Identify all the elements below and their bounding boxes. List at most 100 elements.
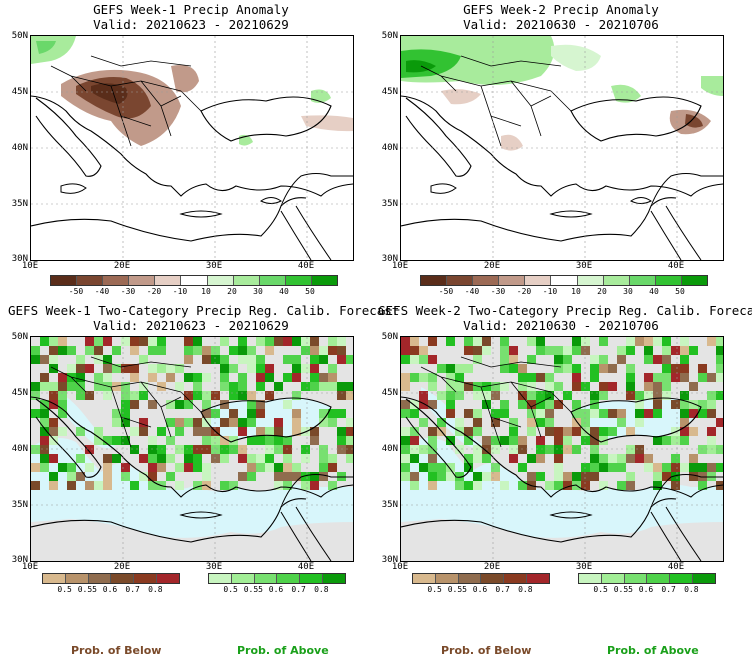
probability-cell [238, 454, 247, 463]
prob-below-colorbar [42, 573, 180, 584]
probability-cell [247, 472, 256, 481]
probability-cell [572, 445, 581, 454]
probability-cell [265, 445, 274, 454]
crete-outline [179, 210, 223, 218]
probability-cell [662, 382, 671, 391]
probability-cell [572, 373, 581, 382]
probability-cell [599, 391, 608, 400]
probability-cell [211, 355, 220, 364]
colorbar-swatch [601, 574, 625, 583]
probability-cell [40, 445, 49, 454]
probability-cell [67, 472, 76, 481]
probability-cell [473, 481, 482, 490]
probability-cell [428, 382, 437, 391]
probability-cell [148, 454, 157, 463]
coastline [31, 396, 353, 498]
lat-label: 45N [381, 388, 398, 398]
probability-cell [184, 418, 193, 427]
probability-cell [49, 337, 58, 346]
colorbar-swatch [103, 276, 130, 285]
lat-lon-grid [31, 337, 353, 561]
probability-cell [680, 463, 689, 472]
probability-cell [283, 445, 292, 454]
probability-cell [545, 418, 554, 427]
probability-cell [328, 364, 337, 373]
colorbar-tick-label: 0.5 [427, 585, 442, 594]
probability-cell [464, 463, 473, 472]
coastline [31, 95, 353, 197]
probability-cell [274, 427, 283, 436]
probability-cell [662, 436, 671, 445]
probability-cell [40, 409, 49, 418]
probability-cell [653, 391, 662, 400]
probability-cell [419, 418, 428, 427]
colorbar-swatch [481, 574, 505, 583]
probability-cell [644, 382, 653, 391]
probability-cell [707, 391, 716, 400]
probability-cell [536, 445, 545, 454]
probability-cell [482, 391, 491, 400]
probability-cell [500, 346, 509, 355]
probability-cell [67, 364, 76, 373]
lon-label: 10E [21, 261, 39, 271]
probability-cell [256, 427, 265, 436]
map-week2-probability [400, 336, 724, 562]
probability-cell [545, 391, 554, 400]
probability-cell [238, 355, 247, 364]
colorbar-swatch [323, 574, 345, 583]
probability-cell [662, 463, 671, 472]
colorbar-tick-label: 0.6 [268, 585, 284, 594]
probability-cell [148, 346, 157, 355]
probability-cell [644, 373, 653, 382]
probability-cell [716, 463, 723, 472]
colorbar-swatch [88, 574, 112, 583]
probability-cell [437, 364, 446, 373]
probability-cell [446, 391, 455, 400]
probability-cell [509, 454, 518, 463]
probability-cell [446, 364, 455, 373]
probability-cell [121, 409, 130, 418]
probability-cell [716, 355, 723, 364]
lon-label: 10E [391, 562, 409, 572]
probability-cell [202, 463, 211, 472]
cyprus-outline [260, 197, 282, 204]
probability-cell [265, 454, 274, 463]
colorbar-tick-label: 20 [597, 287, 607, 296]
lon-label: 40E [667, 562, 685, 572]
probability-cell [193, 337, 202, 346]
probability-cell [455, 373, 464, 382]
probability-cell [346, 454, 353, 463]
country-borders [50, 55, 202, 147]
probability-cell [554, 436, 563, 445]
probability-cell [563, 364, 572, 373]
probability-cell [419, 346, 428, 355]
probability-cell [509, 355, 518, 364]
probability-cell [148, 445, 157, 454]
probability-cell [67, 463, 76, 472]
colorbar-swatch [577, 276, 604, 285]
probability-cell [148, 400, 157, 409]
probability-cell [455, 445, 464, 454]
black-sea-outline [200, 397, 332, 443]
probability-cell [121, 382, 130, 391]
probability-cell [193, 445, 202, 454]
probability-cell [473, 445, 482, 454]
probability-cell [590, 409, 599, 418]
probability-cell [238, 472, 247, 481]
prob-below-colorbar [412, 573, 550, 584]
probability-cell [238, 391, 247, 400]
probability-cell [545, 445, 554, 454]
probability-cell [473, 337, 482, 346]
probability-cell [265, 427, 274, 436]
panel-valid-date: Valid: 20210630 - 20210706 [463, 17, 659, 32]
probability-cell [256, 400, 265, 409]
probability-cell [157, 364, 166, 373]
probability-cell [130, 364, 139, 373]
probability-cell [67, 346, 76, 355]
probability-cell [328, 346, 337, 355]
colorbar-tick-label: 0.8 [314, 585, 329, 594]
probability-cell [247, 364, 256, 373]
probability-cell [707, 409, 716, 418]
probability-cell [581, 472, 590, 481]
colorbar-swatch [285, 276, 312, 285]
